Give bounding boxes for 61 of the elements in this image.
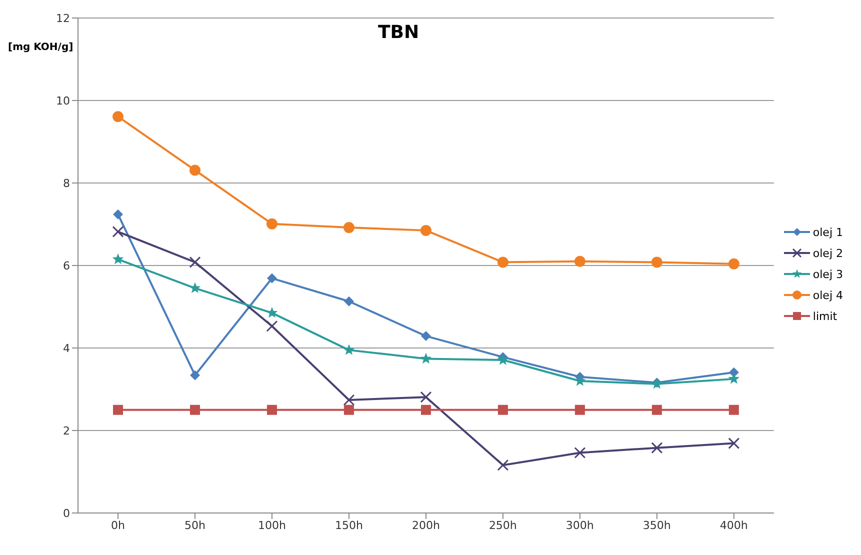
point (420, 404, 431, 415)
point (266, 404, 277, 415)
point (652, 404, 662, 415)
point (420, 352, 432, 364)
y-tick-label: 10 (56, 94, 70, 108)
point (651, 442, 663, 454)
point (189, 282, 201, 294)
point (343, 222, 354, 234)
y-tick-label: 8 (63, 176, 70, 190)
point (112, 253, 124, 264)
x-tick-label: 200h (412, 518, 440, 532)
x-tick-label: 150h (334, 518, 363, 532)
point (728, 258, 740, 270)
legend-label: olej 3 (812, 268, 843, 280)
y-tick-label: 6 (63, 259, 70, 272)
x-tick-label: 400h (720, 518, 748, 532)
legend-label: limit (812, 310, 838, 322)
x-tick-label: 100h (258, 518, 286, 532)
y-tick-label: 2 (63, 424, 70, 438)
legend-label: olej 4 (812, 288, 843, 302)
point (343, 394, 355, 406)
point (574, 256, 586, 267)
point (112, 226, 124, 238)
point (113, 209, 123, 220)
legend-label: olej 2 (812, 246, 843, 260)
x-tick-label: 350h (642, 518, 671, 532)
x-tick-label: 250h (488, 518, 517, 532)
point (651, 256, 662, 268)
point (497, 354, 509, 365)
chart-title: TBN (378, 22, 420, 43)
point (497, 256, 508, 268)
y-tick-label: 4 (63, 342, 70, 355)
point (420, 224, 432, 236)
x-tick-label: 300h (566, 518, 594, 532)
point (189, 164, 200, 176)
point (344, 296, 354, 306)
point (728, 404, 739, 415)
point (420, 331, 431, 342)
y-axis-title: [mg KOH/g] (8, 42, 74, 53)
point (344, 404, 354, 415)
point (574, 447, 586, 459)
point (189, 256, 201, 268)
point (113, 404, 123, 415)
point (190, 404, 200, 415)
point (728, 438, 740, 450)
point (266, 218, 278, 230)
point (112, 111, 124, 122)
point (420, 391, 432, 403)
point (266, 320, 278, 332)
point (498, 404, 508, 415)
legend-label: olej 1 (812, 226, 843, 238)
point (497, 459, 509, 471)
y-tick-label: 12 (56, 12, 70, 25)
x-tick-label: 0h (111, 518, 126, 532)
point (190, 370, 200, 380)
point (343, 344, 355, 355)
point (574, 404, 585, 415)
point (266, 273, 277, 284)
y-tick-label: 0 (63, 506, 70, 520)
point (728, 372, 740, 384)
x-tick-label: 50h (184, 518, 206, 532)
